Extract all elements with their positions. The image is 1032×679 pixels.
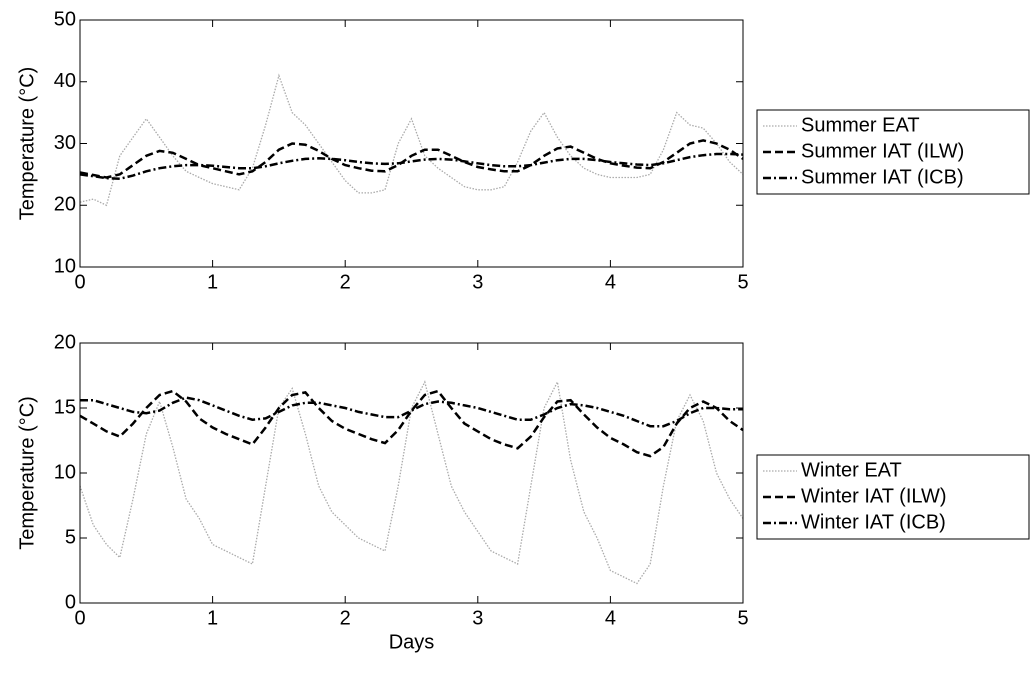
data-line: [80, 396, 743, 428]
legend-label: Summer IAT (ILW): [801, 140, 964, 162]
y-tick-label: 50: [54, 8, 76, 30]
plot-area: [80, 343, 743, 603]
y-tick-label: 20: [54, 331, 76, 353]
x-tick-label: 5: [737, 607, 748, 629]
y-tick-label: 10: [54, 255, 76, 277]
y-tick-label: 40: [54, 70, 76, 92]
x-tick-label: 1: [207, 271, 218, 293]
legend-label: Winter IAT (ILW): [801, 485, 947, 507]
subplot: 10 20 30 40 50 0 1 2 3 4 5 Temperature (°C) Summer E…: [16, 8, 1030, 293]
subplot: 0 5 10 15 20 0 1 2 3 4 5 Temperature (°C) Days Winter…: [16, 331, 1030, 653]
y-tick-label: 30: [54, 132, 76, 154]
x-tick-label: 2: [340, 607, 351, 629]
y-axis-label: Temperature (°C): [16, 67, 38, 221]
y-tick-label: 10: [54, 461, 76, 483]
legend: Winter EAT Winter IAT (ILW) Winter IAT (IC…: [756, 454, 1030, 540]
data-line: [79, 73, 744, 207]
x-tick-label: 0: [74, 271, 85, 293]
legend-label: Summer EAT: [801, 114, 920, 136]
x-tick-label: 3: [472, 271, 483, 293]
x-tick-label: 0: [74, 607, 85, 629]
y-tick-label: 0: [65, 591, 76, 613]
data-line: [79, 152, 744, 180]
y-tick-label: 20: [54, 194, 76, 216]
legend: Summer EAT Summer IAT (ILW) Summer IAT (IC…: [756, 109, 1030, 195]
legend-box: [756, 109, 1030, 195]
legend-label: Winter EAT: [801, 459, 902, 481]
data-line: [79, 379, 744, 585]
x-tick-label: 4: [605, 607, 616, 629]
y-tick-label: 5: [65, 526, 76, 548]
y-axis-label: Temperature (°C): [16, 396, 38, 550]
x-tick-label: 3: [472, 607, 483, 629]
legend-box: [756, 454, 1030, 540]
x-axis-label: Days: [389, 631, 435, 653]
data-line: [79, 389, 744, 458]
legend-label: Summer IAT (ICB): [801, 166, 964, 188]
legend-label: Winter IAT (ICB): [801, 511, 946, 533]
x-tick-label: 5: [737, 271, 748, 293]
data-line: [79, 139, 744, 179]
y-tick-label: 15: [54, 396, 76, 418]
plot-area: [80, 20, 743, 267]
x-tick-label: 4: [605, 271, 616, 293]
x-tick-label: 1: [207, 607, 218, 629]
x-tick-label: 2: [340, 271, 351, 293]
